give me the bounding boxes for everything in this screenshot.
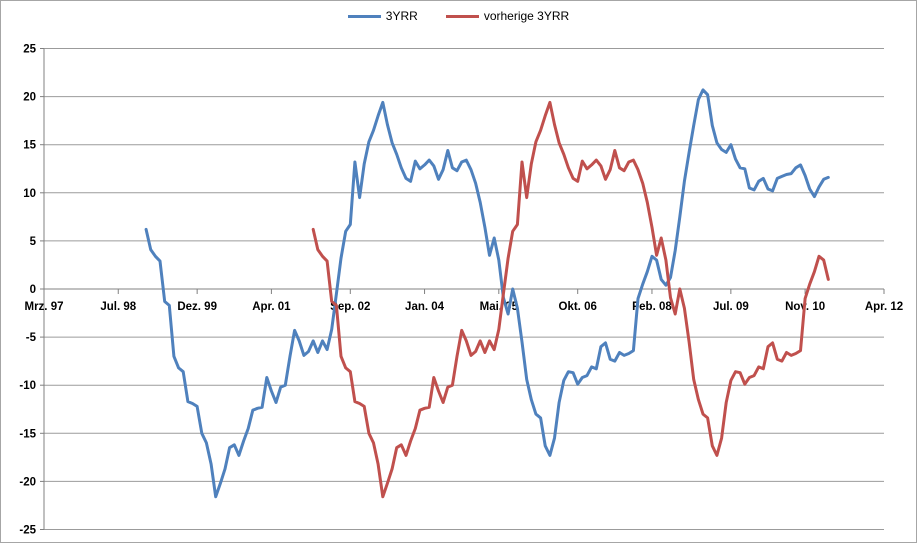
x-axis-label: Apr. 12 [865, 301, 903, 313]
x-axis-label: Sep. 02 [330, 301, 370, 313]
x-axis-label: Feb. 08 [632, 301, 672, 313]
x-axis-label: Dez. 99 [177, 301, 217, 313]
y-axis-label: -25 [19, 525, 36, 537]
x-axis-label: Jul. 09 [713, 301, 749, 313]
y-axis-label: -5 [26, 332, 37, 344]
x-axis-label: Mai. 05 [480, 301, 519, 313]
legend-line-swatch-blue [347, 14, 381, 18]
legend-item-3yrr[interactable]: 3YRR [347, 9, 418, 23]
y-axis-label: 20 [23, 92, 36, 104]
x-axis-label: Mrz. 97 [25, 301, 64, 313]
y-axis-label: -10 [19, 380, 36, 392]
series-line-vorherige-3yrr[interactable] [311, 100, 830, 499]
x-axis-label: Okt. 06 [559, 301, 597, 313]
y-axis-label: 15 [23, 140, 36, 152]
x-axis-label: Jan. 04 [405, 301, 445, 313]
y-axis-label: -20 [19, 476, 36, 488]
y-axis-label: 25 [23, 44, 36, 56]
legend-line-swatch-red [445, 14, 479, 18]
legend-label-vorherige-3yrr: vorherige 3YRR [483, 9, 570, 23]
legend: 3YRR vorherige 3YRR [1, 9, 916, 23]
x-axis-label: Jul. 98 [100, 301, 136, 313]
y-axis-label: -15 [19, 428, 36, 440]
y-axis-label: 10 [23, 188, 36, 200]
series-line-3yrr[interactable] [144, 88, 830, 499]
y-axis-label: 0 [30, 284, 36, 296]
legend-item-vorherige-3yrr[interactable]: vorherige 3YRR [445, 9, 570, 23]
legend-label-3yrr: 3YRR [385, 9, 418, 23]
x-axis-label: Apr. 01 [252, 301, 291, 313]
y-axis-label: 5 [30, 236, 37, 248]
